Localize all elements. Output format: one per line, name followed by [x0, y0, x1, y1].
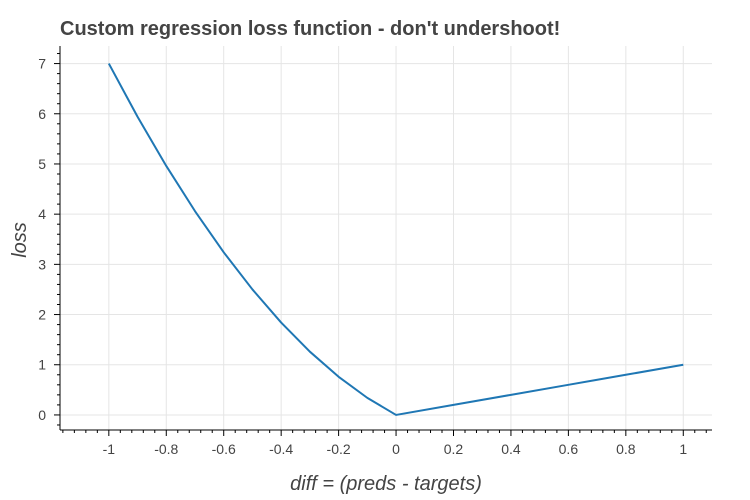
x-tick-label: -1: [103, 441, 116, 457]
x-tick-label: 0.2: [444, 441, 464, 457]
y-tick-label: 3: [38, 256, 46, 272]
x-tick-label: -0.8: [154, 441, 178, 457]
x-tick-label: 0.8: [616, 441, 636, 457]
x-tick-label: -0.6: [212, 441, 236, 457]
grid: [60, 46, 712, 430]
y-tick-label: 4: [38, 206, 46, 222]
y-axis-label: loss: [9, 222, 31, 258]
x-tick-label: 0: [392, 441, 400, 457]
series-layer: [107, 63, 684, 416]
y-tick-label: 0: [38, 407, 46, 423]
y-tick-label: 2: [38, 307, 46, 323]
x-tick-label: -0.2: [327, 441, 351, 457]
tick-labels: -1 -0.8 -0.6 -0.4 -0.2 0 0.2 0.4 0.6 0.8 1 0 1 2 3 4 5 6 7: [38, 56, 687, 457]
x-tick-label: 0.6: [559, 441, 579, 457]
y-tick-label: 7: [38, 56, 46, 72]
x-tick-label: -0.4: [269, 441, 293, 457]
y-tick-label: 6: [38, 106, 46, 122]
chart-title: Custom regression loss function - don't …: [60, 18, 560, 40]
y-tick-label: 1: [38, 357, 46, 373]
loss-curve-line: [107, 63, 684, 416]
x-tick-label: 0.4: [501, 441, 521, 457]
axes: [54, 46, 712, 436]
x-tick-label: 1: [679, 441, 687, 457]
x-axis-label: diff = (preds - targets): [290, 473, 482, 495]
y-tick-label: 5: [38, 156, 46, 172]
